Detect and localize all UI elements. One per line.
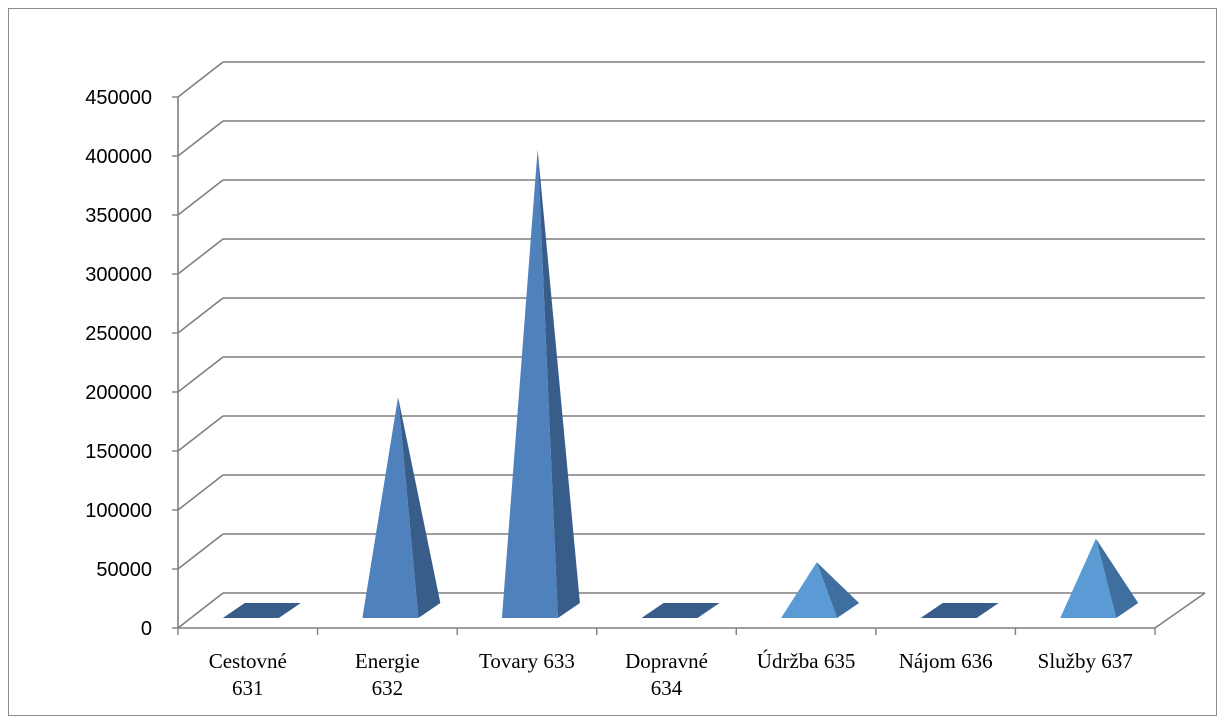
x-category-label: Energie — [355, 649, 420, 673]
y-tick-label: 250000 — [85, 323, 152, 345]
grid-diagonal — [177, 592, 224, 629]
grid-diagonal — [177, 297, 224, 334]
y-tick-label: 200000 — [85, 382, 152, 404]
y-tick-label: 400000 — [85, 146, 152, 168]
pyramid-base — [222, 603, 301, 618]
x-category-label: Služby 637 — [1038, 649, 1133, 673]
y-tick-label: 150000 — [85, 441, 152, 463]
grid-diagonal — [177, 61, 224, 98]
y-tick-label: 350000 — [85, 205, 152, 227]
x-category-label: Cestovné — [209, 649, 287, 673]
x-category-label: 631 — [232, 676, 264, 700]
x-category-label: Tovary 633 — [479, 649, 575, 673]
y-tick-label: 300000 — [85, 264, 152, 286]
x-category-label: 634 — [651, 676, 683, 700]
pyramid-side — [398, 397, 441, 618]
grid-diagonal — [177, 533, 224, 570]
chart-frame — [8, 8, 1217, 716]
y-tick-label: 450000 — [85, 87, 152, 109]
pyramid-front — [362, 397, 419, 618]
x-category-label: Údržba 635 — [757, 649, 856, 673]
y-tick-label: 100000 — [85, 500, 152, 522]
pyramid-side — [816, 562, 860, 618]
pyramid-side — [537, 149, 580, 618]
y-tick-label: 0 — [141, 618, 152, 640]
x-category-label: Nájom 636 — [899, 649, 993, 673]
x-category-label: Dopravné — [625, 649, 708, 673]
grid-diagonal — [177, 415, 224, 452]
x-category-label: 632 — [372, 676, 404, 700]
floor-right-edge — [1154, 592, 1206, 629]
grid-diagonal — [177, 238, 224, 275]
grid-diagonal — [177, 179, 224, 216]
pyramid-base — [920, 603, 999, 618]
pyramid-side — [1095, 538, 1139, 618]
grid-diagonal — [177, 120, 224, 157]
pyramid-base — [641, 603, 720, 618]
pyramid-front — [781, 562, 838, 618]
grid-diagonal — [177, 356, 224, 393]
grid-diagonal — [177, 474, 224, 511]
pyramid-front — [501, 149, 558, 618]
y-tick-label: 50000 — [96, 559, 152, 581]
pyramid-front — [1060, 538, 1117, 618]
